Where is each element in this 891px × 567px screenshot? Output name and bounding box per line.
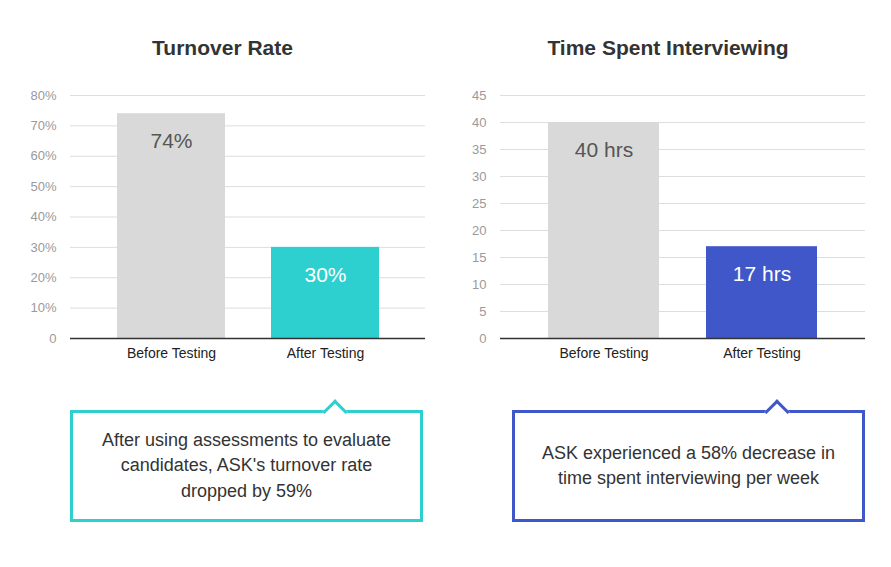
svg-text:40%: 40% — [30, 209, 56, 224]
svg-text:Before Testing: Before Testing — [559, 345, 648, 361]
html-text:ASK experienced a 58% decrease: ASK experienced a 58% decrease in time s… — [541, 442, 836, 488]
svg-text:30: 30 — [472, 169, 486, 184]
svg-text:74%: 74% — [150, 129, 192, 152]
svg-text:0: 0 — [49, 331, 56, 346]
svg-text:Before Testing: Before Testing — [127, 345, 216, 361]
svg-text:After Testing: After Testing — [723, 345, 801, 361]
svg-text:20%: 20% — [30, 270, 56, 285]
svg-text:60%: 60% — [30, 148, 56, 163]
svg-text:5: 5 — [479, 304, 486, 319]
svg-text:80%: 80% — [30, 88, 56, 103]
svg-text:10: 10 — [472, 277, 486, 292]
html-text:Turnover Rate: Turnover Rate — [152, 36, 293, 59]
html-text:After using assessments to eva: After using assessments to evaluate cand… — [101, 430, 392, 501]
svg-text:25: 25 — [472, 196, 486, 211]
svg-text:70%: 70% — [30, 118, 56, 133]
html-text:Time Spent Interviewing: Time Spent Interviewing — [547, 36, 789, 59]
svg-text:40 hrs: 40 hrs — [575, 138, 633, 161]
svg-text:35: 35 — [472, 142, 486, 157]
svg-text:17 hrs: 17 hrs — [733, 262, 791, 285]
svg-text:30%: 30% — [30, 240, 56, 255]
svg-text:20: 20 — [472, 223, 486, 238]
svg-text:15: 15 — [472, 250, 486, 265]
svg-text:45: 45 — [472, 88, 486, 103]
svg-text:30%: 30% — [304, 263, 346, 286]
svg-text:After Testing: After Testing — [287, 345, 365, 361]
svg-text:10%: 10% — [30, 300, 56, 315]
svg-text:0: 0 — [479, 331, 486, 346]
svg-text:50%: 50% — [30, 179, 56, 194]
svg-text:40: 40 — [472, 115, 486, 130]
